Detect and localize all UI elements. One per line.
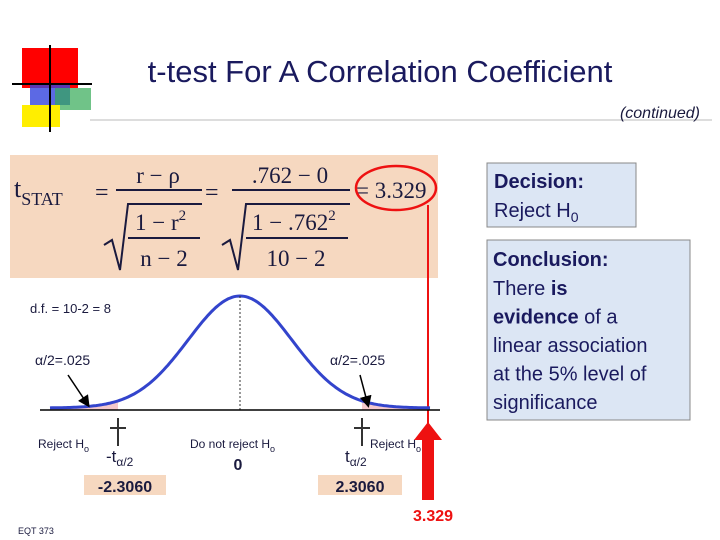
equals: = (205, 180, 219, 206)
region-label: Do not reject Ho (190, 437, 275, 454)
result: = 3.329 (356, 178, 426, 203)
formula: tSTAT = r − ρ 1 − r2 n − 2 = .762 − 0 1 … (10, 155, 438, 278)
conclusion-part: of a (579, 307, 619, 329)
conclusion-line: at the 5% level of (493, 364, 647, 386)
conclusion-part: linear association (493, 335, 648, 357)
critical-label: -tα/2 (106, 447, 134, 469)
region-label: Reject Ho (38, 437, 89, 454)
conclusion-heading: Conclusion: (493, 249, 609, 271)
subtitle: (continued) (620, 105, 700, 122)
region-label: Reject Ho (370, 437, 421, 454)
highlight-ellipse (354, 164, 438, 212)
test-arrow (414, 422, 442, 500)
conclusion-line: linear association (493, 335, 648, 357)
superscript: 2 (328, 208, 336, 224)
conclusion-line: evidence of a (493, 307, 618, 329)
denominator-top: 1 − .762 (252, 210, 328, 235)
conclusion-box (486, 239, 691, 421)
decision-main: Reject H (494, 200, 571, 222)
conclusion-line: There is (493, 278, 568, 300)
alpha-label: α/2=.025 (35, 352, 90, 368)
conclusion-part: is (551, 278, 568, 300)
denominator-bottom: 10 − 2 (267, 246, 326, 271)
formula-text: 1 − .7622 (252, 208, 336, 235)
numerator: r − ρ (136, 163, 180, 188)
critical-label: tα/2 (345, 447, 367, 469)
subscript: STAT (21, 189, 63, 209)
logo-decoration (12, 45, 92, 132)
region-text: Reject H (38, 437, 84, 451)
formula-box (10, 155, 438, 278)
critical-value: 2.3060 (336, 479, 385, 496)
numerator: .762 − 0 (252, 163, 328, 188)
superscript: 2 (179, 208, 187, 224)
subscript: α/2 (350, 455, 367, 469)
subscript: o (416, 444, 421, 454)
conclusion-part: significance (493, 392, 598, 414)
subscript: α/2 (116, 455, 133, 469)
value-box (318, 475, 402, 495)
decision-heading: Decision: (494, 171, 584, 193)
arrow (359, 374, 372, 408)
critical-value: -2.3060 (98, 479, 152, 496)
decision-text: Reject H0 (494, 200, 579, 225)
critical-symbol: -t (106, 447, 117, 466)
deco-green (55, 88, 91, 110)
denominator-bottom: n − 2 (140, 246, 187, 271)
formula-text: 1 − r2 (135, 208, 186, 235)
radical (221, 203, 350, 271)
conclusion-part: There (493, 278, 551, 300)
denominator-top: 1 − r (135, 210, 179, 235)
conclusion-part: at the 5% level of (493, 364, 647, 386)
equals: = (95, 180, 109, 206)
critical-symbol: t (345, 447, 350, 466)
value-box (84, 475, 166, 495)
subscript: o (270, 444, 275, 454)
t-symbol: t (14, 174, 22, 203)
title: t-test For A Correlation Coefficient (148, 54, 613, 89)
region-text: Reject H (370, 437, 416, 451)
subscript: 0 (571, 209, 579, 225)
alpha-label: α/2=.025 (330, 352, 385, 368)
test-stat: 3.329 (413, 508, 453, 525)
conclusion-lines: There is evidence of a linear association a… (493, 278, 648, 414)
region-text: Do not reject H (190, 437, 270, 451)
conclusion-part: evidence (493, 307, 579, 329)
footer: EQT 373 (18, 526, 54, 536)
radical (103, 203, 202, 271)
decision-box (486, 162, 637, 228)
df-label: d.f. = 10-2 = 8 (30, 301, 111, 316)
conclusion-line: significance (493, 392, 598, 414)
deco-yellow (22, 105, 60, 127)
center-label: 0 (234, 457, 243, 474)
formula-text: tSTAT (14, 174, 63, 209)
arrow (67, 374, 90, 408)
subscript: o (84, 444, 89, 454)
